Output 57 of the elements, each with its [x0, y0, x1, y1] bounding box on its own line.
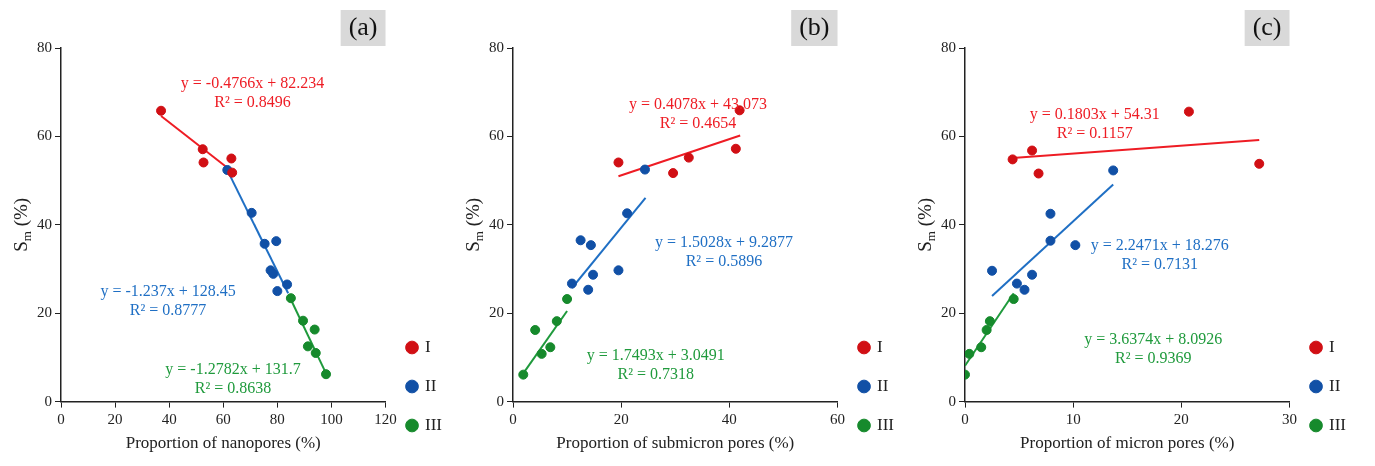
annotation: y = 0.4078x + 43.073 R² = 0.4654: [628, 94, 767, 131]
x-tick-label: 60: [215, 410, 231, 427]
x-axis-title: Proportion of nanopores (%): [125, 433, 321, 453]
legend-label: III: [1329, 414, 1347, 434]
chart-title: (a): [348, 11, 378, 41]
y-tick-label: 20: [37, 304, 52, 321]
x-tick-label: 30: [1282, 410, 1298, 427]
legend-label: II: [877, 375, 889, 395]
legend-label: III: [425, 414, 443, 434]
y-tick-label: 80: [941, 38, 956, 55]
x-tick-label: 100: [320, 410, 343, 427]
annotation: y = 1.5028x + 9.2877 R² = 0.5896: [654, 232, 793, 269]
x-tick-label: 0: [961, 410, 969, 427]
y-tick-label: 0: [948, 392, 956, 409]
y-tick-label: 40: [37, 215, 52, 232]
y-tick-label: 60: [489, 127, 504, 144]
legend-label: III: [877, 414, 895, 434]
x-tick-label: 20: [613, 410, 629, 427]
y-tick-label: 0: [44, 392, 52, 409]
x-tick-label: 80: [269, 410, 285, 427]
annotation: y = 0.1803x + 54.31 R² = 0.1157: [1029, 105, 1160, 142]
legend-label: II: [425, 375, 437, 395]
y-tick-label: 80: [489, 38, 504, 55]
chart-title: (c): [1252, 11, 1282, 41]
legend-label: I: [425, 336, 432, 356]
annotation: y = 3.6374x + 8.0926 R² = 0.9369: [1084, 329, 1223, 366]
y-tick-label: 0: [496, 392, 504, 409]
x-tick-label: 20: [107, 410, 123, 427]
x-tick-label: 0: [57, 410, 65, 427]
legend-label: I: [877, 336, 884, 356]
y-tick-label: 60: [941, 127, 956, 144]
x-axis-title: Proportion of micron pores (%): [1020, 433, 1235, 453]
x-tick-label: 40: [721, 410, 737, 427]
annotation: y = -1.237x + 128.45 R² = 0.8777: [100, 282, 236, 319]
y-axis-title: Sm (%): [461, 197, 487, 252]
y-tick-label: 40: [489, 215, 504, 232]
x-tick-label: 40: [161, 410, 177, 427]
legend-label: I: [1329, 336, 1336, 356]
y-tick-label: 20: [941, 304, 956, 321]
y-axis-title: Sm (%): [913, 197, 939, 252]
y-axis-title: Sm (%): [9, 197, 35, 252]
chart-title: (b): [799, 11, 830, 41]
annotation: y = -0.4766x + 82.234 R² = 0.8496: [180, 73, 325, 110]
x-tick-label: 0: [509, 410, 517, 427]
x-tick-label: 20: [1173, 410, 1189, 427]
x-tick-label: 60: [830, 410, 846, 427]
annotation: y = -1.2782x + 131.7 R² = 0.8638: [165, 359, 301, 396]
y-tick-label: 20: [489, 304, 504, 321]
annotation: y = 1.7493x + 3.0491 R² = 0.7318: [586, 345, 725, 382]
x-tick-label: 120: [374, 410, 397, 427]
legend-label: II: [1329, 375, 1341, 395]
x-axis-title: Proportion of submicron pores (%): [556, 433, 795, 453]
annotation: y = 2.2471x + 18.276 R² = 0.7131: [1090, 236, 1229, 273]
y-tick-label: 40: [941, 215, 956, 232]
x-tick-label: 10: [1065, 410, 1081, 427]
y-tick-label: 80: [37, 38, 52, 55]
y-tick-label: 60: [37, 127, 52, 144]
